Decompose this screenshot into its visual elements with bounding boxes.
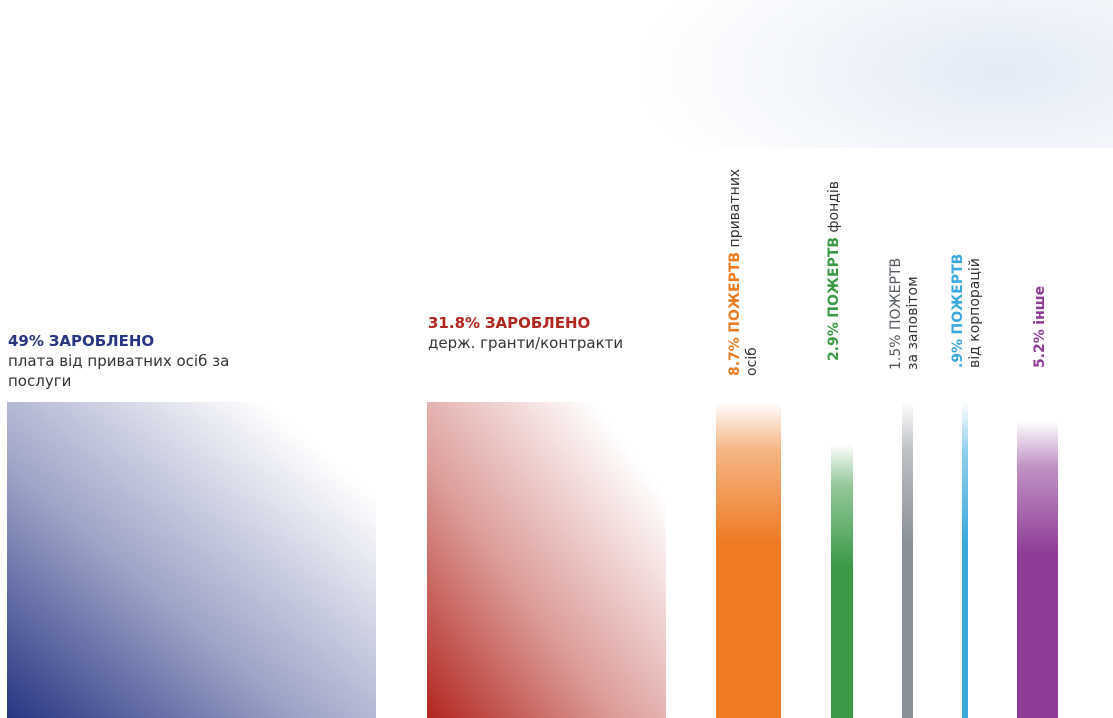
label-private-fees-line2: послуги	[8, 372, 72, 390]
label-private-fees: 49% ЗАРОБЛЕНО плата від приватних осіб з…	[8, 331, 308, 391]
label-gov-grants: 31.8% ЗАРОБЛЕНО держ. гранти/контракти	[428, 313, 688, 353]
label-donations-individuals: 8.7% ПОЖЕРТВ приватних осіб	[727, 128, 761, 376]
label-donations-individuals-line1: приватних	[727, 168, 743, 248]
bar-donations-corporations	[962, 402, 968, 718]
label-other-pct: 5.2%	[1032, 329, 1048, 368]
label-donations-corporations-line1: від корпорацій	[967, 258, 983, 368]
label-gov-grants-pct: 31.8%	[428, 314, 481, 332]
label-donations-bequests: 1.5% ПОЖЕРТВ за заповітом	[888, 240, 922, 370]
label-donations-foundations-pct: 2.9%	[826, 322, 842, 361]
bar-donations-individuals	[716, 402, 781, 718]
label-donations-bequests-pct: 1.5%	[888, 334, 904, 370]
label-donations-bequests-tag: ПОЖЕРТВ	[888, 257, 904, 330]
label-donations-corporations: .9% ПОЖЕРТВ від корпорацій	[950, 238, 984, 368]
label-donations-individuals-line2: осіб	[744, 347, 760, 376]
label-donations-bequests-line1: за заповітом	[905, 276, 921, 370]
label-donations-foundations-tag: ПОЖЕРТВ	[826, 236, 842, 318]
label-gov-grants-tag: ЗАРОБЛЕНО	[484, 314, 591, 332]
label-donations-corporations-pct: .9%	[950, 338, 966, 368]
label-donations-individuals-tag: ПОЖЕРТВ	[727, 251, 743, 333]
label-donations-corporations-tag: ПОЖЕРТВ	[950, 253, 966, 335]
label-private-fees-tag: ЗАРОБЛЕНО	[48, 332, 155, 350]
bar-gov-grants	[427, 402, 666, 718]
label-private-fees-line1: плата від приватних осіб за	[8, 352, 230, 370]
label-donations-individuals-pct: 8.7%	[727, 337, 743, 376]
label-private-fees-pct: 49%	[8, 332, 44, 350]
bar-donations-foundations	[831, 444, 853, 718]
bar-other	[1017, 421, 1058, 718]
label-donations-foundations: 2.9% ПОЖЕРТВ фондів	[826, 151, 843, 361]
bar-donations-bequests	[902, 402, 913, 718]
bar-private-fees	[7, 402, 376, 718]
label-donations-foundations-line1: фондів	[826, 180, 842, 233]
label-other-tag: інше	[1032, 285, 1048, 325]
label-other: 5.2% інше	[1032, 268, 1049, 368]
label-gov-grants-line1: держ. гранти/контракти	[428, 334, 624, 352]
